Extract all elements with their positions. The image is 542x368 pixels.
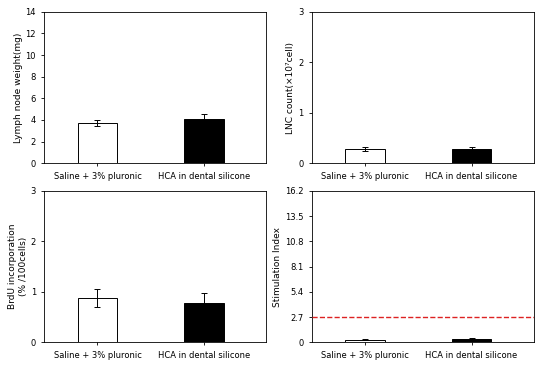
Bar <box>78 298 118 342</box>
Y-axis label: Lymph node weight(mg): Lymph node weight(mg) <box>14 32 23 143</box>
Bar <box>184 119 224 163</box>
Bar <box>345 149 385 163</box>
Bar <box>345 340 385 342</box>
Y-axis label: Stimulation Index: Stimulation Index <box>273 227 282 307</box>
Bar <box>451 339 492 342</box>
Bar <box>451 149 492 163</box>
Bar <box>78 123 118 163</box>
Y-axis label: BrdU incorporation
(% /100cells): BrdU incorporation (% /100cells) <box>8 224 28 309</box>
Y-axis label: LNC count(×10⁷cell): LNC count(×10⁷cell) <box>286 42 295 134</box>
Bar <box>184 303 224 342</box>
